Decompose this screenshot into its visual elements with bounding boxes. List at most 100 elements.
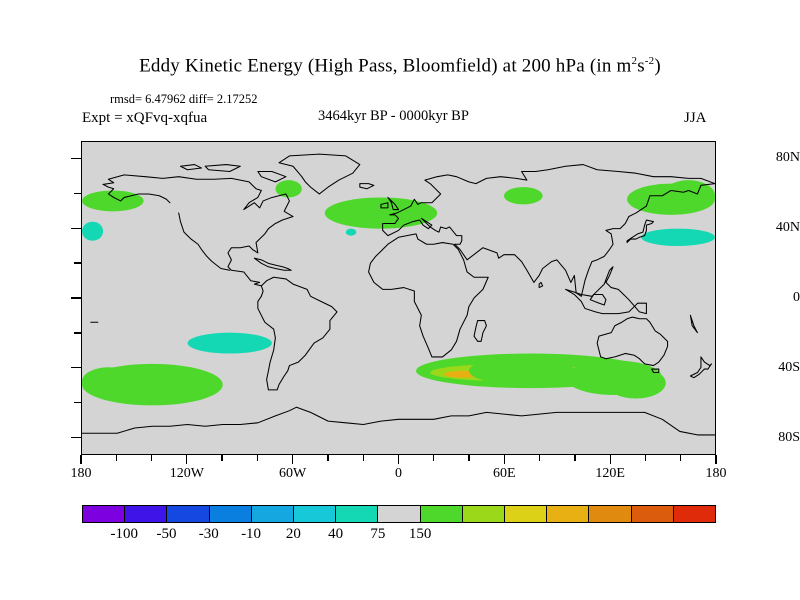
- y-axis-tick-label: 0: [793, 290, 800, 305]
- colorbar-cell: [83, 506, 126, 522]
- coastline-path: [387, 196, 400, 211]
- coastline-path: [454, 183, 715, 297]
- colorbar-tick-label: 40: [328, 526, 344, 542]
- anomaly-region: [345, 228, 357, 236]
- coastline-path: [368, 233, 489, 358]
- x-axis-tick: [186, 455, 188, 464]
- y-axis-minor-tick: [74, 192, 81, 194]
- coastline-path: [689, 356, 713, 379]
- coastline-path: [651, 368, 660, 374]
- x-axis-minor-tick: [680, 455, 682, 461]
- season-label: JJA: [684, 110, 707, 126]
- coastline-path: [257, 170, 287, 183]
- colorbar-tick-label: 75: [370, 526, 386, 542]
- x-axis-tick: [292, 455, 294, 464]
- coastline-path: [253, 257, 292, 271]
- title-text-after: ): [654, 55, 661, 77]
- colorbar-cell: [420, 506, 463, 522]
- coastline-path: [102, 174, 294, 287]
- x-axis-tick-label: 0: [395, 466, 402, 481]
- coastline-path: [82, 406, 715, 436]
- y-axis-tick: [71, 157, 81, 160]
- x-axis-minor-tick: [362, 455, 364, 461]
- anomaly-region: [335, 200, 409, 226]
- anomaly-region: [644, 230, 709, 246]
- coastline-path: [179, 164, 203, 171]
- colorbar-cell: [251, 506, 295, 522]
- coastline-path: [382, 164, 715, 231]
- y-axis-minor-tick: [74, 262, 81, 264]
- title-exponent-2: -2: [644, 55, 655, 67]
- colorbar-cell: [505, 506, 548, 522]
- x-axis-tick-label: 60E: [493, 466, 516, 481]
- coastline-path: [178, 212, 231, 271]
- y-axis-tick-label: 80N: [775, 150, 800, 166]
- coastline-path: [565, 266, 647, 315]
- coastlines: [82, 153, 715, 436]
- colorbar-cell: [631, 506, 674, 522]
- page-title: Eddy Kinetic Energy (High Pass, Bloomfie…: [0, 55, 800, 77]
- x-axis-minor-tick: [644, 455, 647, 461]
- coastline-path: [538, 281, 544, 289]
- colorbar-tick-label: -50: [156, 526, 177, 542]
- x-axis-minor-tick: [468, 455, 470, 461]
- anomaly-region: [503, 187, 543, 205]
- x-axis-minor-tick: [221, 455, 223, 461]
- x-axis-minor-tick: [433, 455, 435, 461]
- title-text-mid: s: [637, 55, 645, 77]
- x-axis-tick: [80, 455, 82, 464]
- anomaly-region: [275, 180, 302, 198]
- coastline-path: [102, 183, 171, 204]
- x-axis-tick: [609, 455, 611, 464]
- x-axis-minor-tick: [256, 455, 259, 461]
- anomaly-region: [468, 356, 575, 385]
- y-axis-tick: [71, 367, 81, 369]
- x-axis-minor-tick: [150, 455, 153, 461]
- world-map-anomaly-field: [82, 142, 715, 454]
- anomaly-region: [82, 190, 144, 212]
- x-axis-tick-label: 180: [705, 466, 727, 481]
- y-axis-tick-label: 40S: [778, 359, 800, 375]
- colorbar-cell: [462, 506, 506, 522]
- anomaly-region: [82, 221, 104, 241]
- y-axis-tick-label: 80S: [778, 429, 800, 445]
- x-axis-tick-label: 60W: [279, 466, 307, 481]
- y-axis-tick: [71, 436, 81, 439]
- y-axis-minor-tick: [74, 402, 81, 404]
- x-axis-tick-label: 180: [70, 466, 92, 481]
- colorbar-cell: [589, 506, 632, 522]
- coastline-path: [382, 217, 463, 245]
- colorbar-cell: [378, 506, 421, 522]
- x-axis-minor-tick: [574, 455, 576, 461]
- colorbar-tick-label: -10: [241, 526, 262, 542]
- anomaly-region: [201, 334, 258, 350]
- coastline-path: [596, 316, 669, 367]
- anomaly-region: [662, 180, 715, 212]
- y-axis-tick: [71, 227, 81, 229]
- y-axis-tick-label: 40N: [775, 220, 800, 236]
- colorbar-cell: [167, 506, 210, 522]
- y-axis-tick: [71, 297, 81, 299]
- x-axis-minor-tick: [327, 455, 329, 461]
- experiment-label: Expt = xQFvq-xqfua: [82, 110, 208, 126]
- colorbar: [82, 505, 716, 523]
- map-plot-area: [81, 141, 716, 455]
- coastline-path: [204, 164, 241, 173]
- colorbar-cell: [209, 506, 252, 522]
- x-axis-minor-tick: [115, 455, 117, 461]
- anomaly-region: [82, 367, 135, 396]
- coastline-path: [473, 320, 487, 342]
- title-exponent-1: 2: [631, 55, 638, 67]
- anomaly-region: [565, 360, 663, 395]
- coastline-path: [278, 153, 361, 195]
- colorbar-cell: [336, 506, 379, 522]
- time-period-label: 3464kyr BP - 0000kyr BP: [318, 108, 469, 124]
- y-axis-minor-tick: [74, 332, 81, 334]
- colorbar-tick-label: -100: [110, 526, 139, 542]
- coastline-path: [380, 202, 389, 209]
- colorbar-tick-label: 20: [285, 526, 301, 542]
- x-axis-tick-label: 120E: [595, 466, 625, 481]
- colorbar-tick-label: 150: [408, 526, 432, 542]
- coastline-path: [689, 314, 698, 334]
- colorbar-cell: [125, 506, 168, 522]
